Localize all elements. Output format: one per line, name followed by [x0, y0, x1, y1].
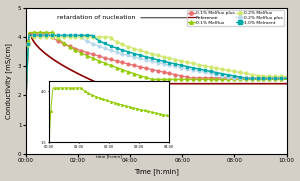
Text: retardation of nucleation: retardation of nucleation — [57, 15, 218, 20]
X-axis label: Time [h:min]: Time [h:min] — [134, 169, 178, 175]
Legend: 0.1% Melflux plus, Reference, 0.1% Melflux, 0.2% Melflux, 0.2% Melflux plus, 1.0: 0.1% Melflux plus, Reference, 0.1% Melfl… — [187, 10, 284, 26]
Y-axis label: Conductivity [mS/cm]: Conductivity [mS/cm] — [6, 43, 12, 119]
